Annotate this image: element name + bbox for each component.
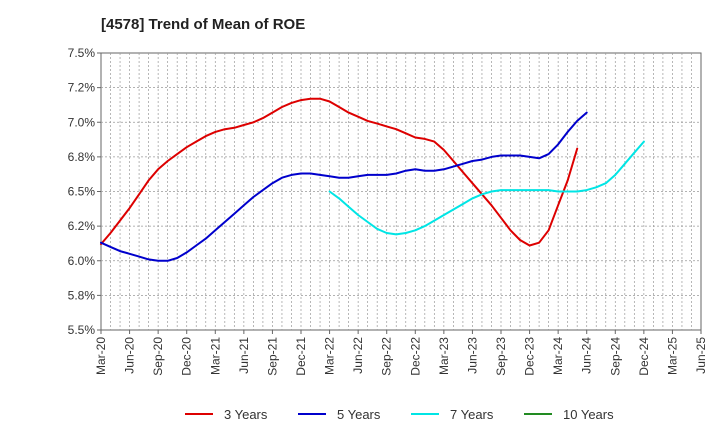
x-tick-label: Mar-21 bbox=[208, 337, 222, 375]
x-tick-label: Jun-24 bbox=[580, 337, 594, 374]
chart-title: [4578] Trend of Mean of ROE bbox=[101, 16, 306, 33]
y-tick-label: 5.8% bbox=[68, 288, 96, 302]
x-tick-label: Mar-22 bbox=[323, 337, 337, 375]
y-tick-label: 7.2% bbox=[68, 81, 96, 95]
legend-label: 5 Years bbox=[337, 407, 381, 422]
x-tick-label: Dec-24 bbox=[637, 337, 651, 376]
x-tick-label: Jun-25 bbox=[694, 337, 708, 374]
x-tick-label: Dec-22 bbox=[408, 337, 422, 376]
series-layer bbox=[100, 97, 645, 262]
y-tick-label: 7.5% bbox=[68, 46, 96, 60]
x-tick-label: Dec-21 bbox=[294, 337, 308, 376]
x-tick-label: Sep-21 bbox=[265, 337, 279, 376]
y-tick-label: 6.8% bbox=[68, 150, 96, 164]
series-line-5-years bbox=[100, 111, 588, 262]
x-tick-label: Dec-20 bbox=[180, 337, 194, 376]
y-tick-label: 7.0% bbox=[68, 115, 96, 129]
x-tick-label: Jun-21 bbox=[237, 337, 251, 374]
y-tick-label: 6.2% bbox=[68, 219, 96, 233]
x-tick-label: Jun-22 bbox=[351, 337, 365, 374]
x-tick-label: Mar-23 bbox=[437, 337, 451, 375]
x-tick-label: Sep-23 bbox=[494, 337, 508, 376]
x-tick-label: Dec-23 bbox=[523, 337, 537, 376]
x-tick-label: Mar-20 bbox=[94, 337, 108, 375]
x-tick-label: Mar-25 bbox=[665, 337, 679, 375]
y-tick-label: 6.5% bbox=[68, 185, 96, 199]
x-tick-label: Sep-22 bbox=[380, 337, 394, 376]
legend-label: 3 Years bbox=[224, 407, 268, 422]
x-tick-label: Sep-24 bbox=[608, 337, 622, 376]
legend: 3 Years 5 Years 7 Years 10 Years bbox=[185, 407, 614, 422]
y-tick-label: 5.5% bbox=[68, 323, 96, 337]
y-tick-label: 6.0% bbox=[68, 254, 96, 268]
x-tick-label: Jun-20 bbox=[123, 337, 137, 374]
x-tick-label: Mar-24 bbox=[551, 337, 565, 375]
x-axis-tick-labels: Mar-20 Jun-20 Sep-20 Dec-20 Mar-21 Jun-21 Sep-… bbox=[94, 330, 708, 376]
x-tick-label: Jun-23 bbox=[465, 337, 479, 374]
legend-label: 10 Years bbox=[563, 407, 614, 422]
x-tick-label: Sep-20 bbox=[151, 337, 165, 376]
legend-label: 7 Years bbox=[450, 407, 494, 422]
series-line-3-years bbox=[100, 97, 579, 247]
y-axis-tick-labels: 7.5% 7.2% 7.0% 6.8% 6.5% 6.2% 6.0% 5.8% 5.5% bbox=[68, 46, 101, 337]
grid-lines bbox=[101, 53, 701, 330]
series-line-7-years bbox=[328, 140, 645, 236]
